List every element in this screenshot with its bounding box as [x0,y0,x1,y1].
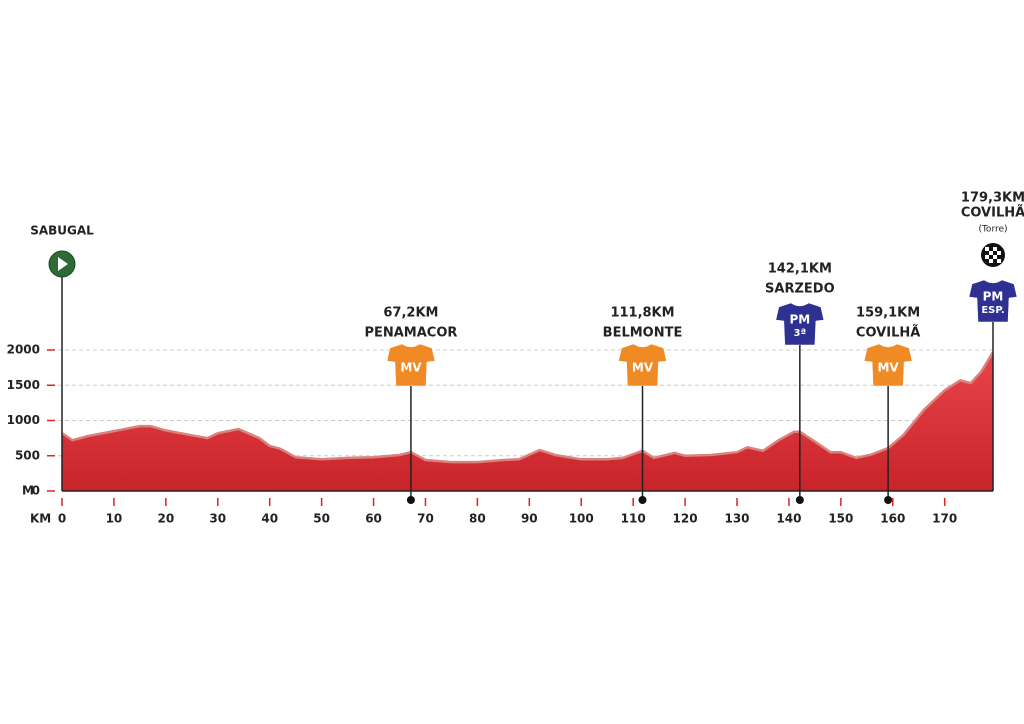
jersey-label: PM [789,313,810,327]
y-tick-label: 500 [15,448,40,462]
x-tick-label: 130 [724,512,749,526]
x-tick-label: 120 [673,512,698,526]
finish-check [993,255,997,259]
start-arrow [58,257,68,271]
x-tick-label: 80 [469,512,486,526]
marker-note: (Torre) [978,225,1007,235]
elevation-line [61,351,995,464]
x-tick-label: 0 [58,512,66,526]
x-tick-label: 10 [106,512,123,526]
finish-check [997,251,1001,255]
marker-name: BELMONTE [603,326,683,341]
y-axis-label: M [22,484,34,498]
marker-name: SABUGAL [30,224,94,238]
x-tick-label: 60 [365,512,382,526]
marker-distance: 111,8KM [610,306,674,321]
elevation-area [62,352,993,491]
marker-name: COVILHÃ [856,325,920,341]
x-tick-label: 90 [521,512,538,526]
x-tick-label: 160 [880,512,905,526]
marker-dot [406,496,415,504]
jersey-sub: ESP. [981,305,1004,316]
jersey [968,279,1018,323]
marker-dot [795,496,804,504]
finish-check [997,259,1001,263]
finish-check [989,259,993,263]
jersey-label: MV [632,361,654,375]
jersey-sub: 3ª [794,328,807,339]
marker-distance: 159,1KM [856,306,920,321]
finish-check [985,255,989,259]
jersey [775,302,825,346]
x-tick-label: 170 [932,512,957,526]
y-tick-label: 1000 [7,413,40,427]
marker-dot [638,496,647,504]
finish-check [993,247,997,251]
marker-dot [884,496,893,504]
jersey-label: PM [983,290,1004,304]
y-tick-label: 2000 [7,343,40,357]
marker-distance: 67,2KM [383,306,438,321]
marker-name: SARZEDO [765,282,835,297]
x-tick-label: 100 [569,512,594,526]
x-tick-label: 50 [313,512,330,526]
x-axis-label: KM [30,512,51,526]
x-tick-label: 40 [261,512,278,526]
jersey-label: MV [877,361,899,375]
jersey [863,343,913,387]
marker-distance: 142,1KM [768,262,832,277]
x-tick-label: 30 [209,512,226,526]
marker-distance: 179,3KM [961,191,1024,206]
jersey [386,343,436,387]
x-tick-label: 70 [417,512,434,526]
x-tick-label: 20 [157,512,174,526]
marker-name: PENAMACOR [364,326,457,341]
finish-check [989,251,993,255]
x-tick-label: 110 [621,512,646,526]
jersey-label: MV [400,361,422,375]
y-tick-label: 0 [32,484,40,498]
jersey [618,343,667,387]
y-tick-label: 1500 [7,378,40,392]
finish-check [985,247,989,251]
x-tick-label: 150 [828,512,853,526]
x-tick-label: 140 [776,512,801,526]
marker-name: COVILHÃ [961,205,1024,221]
